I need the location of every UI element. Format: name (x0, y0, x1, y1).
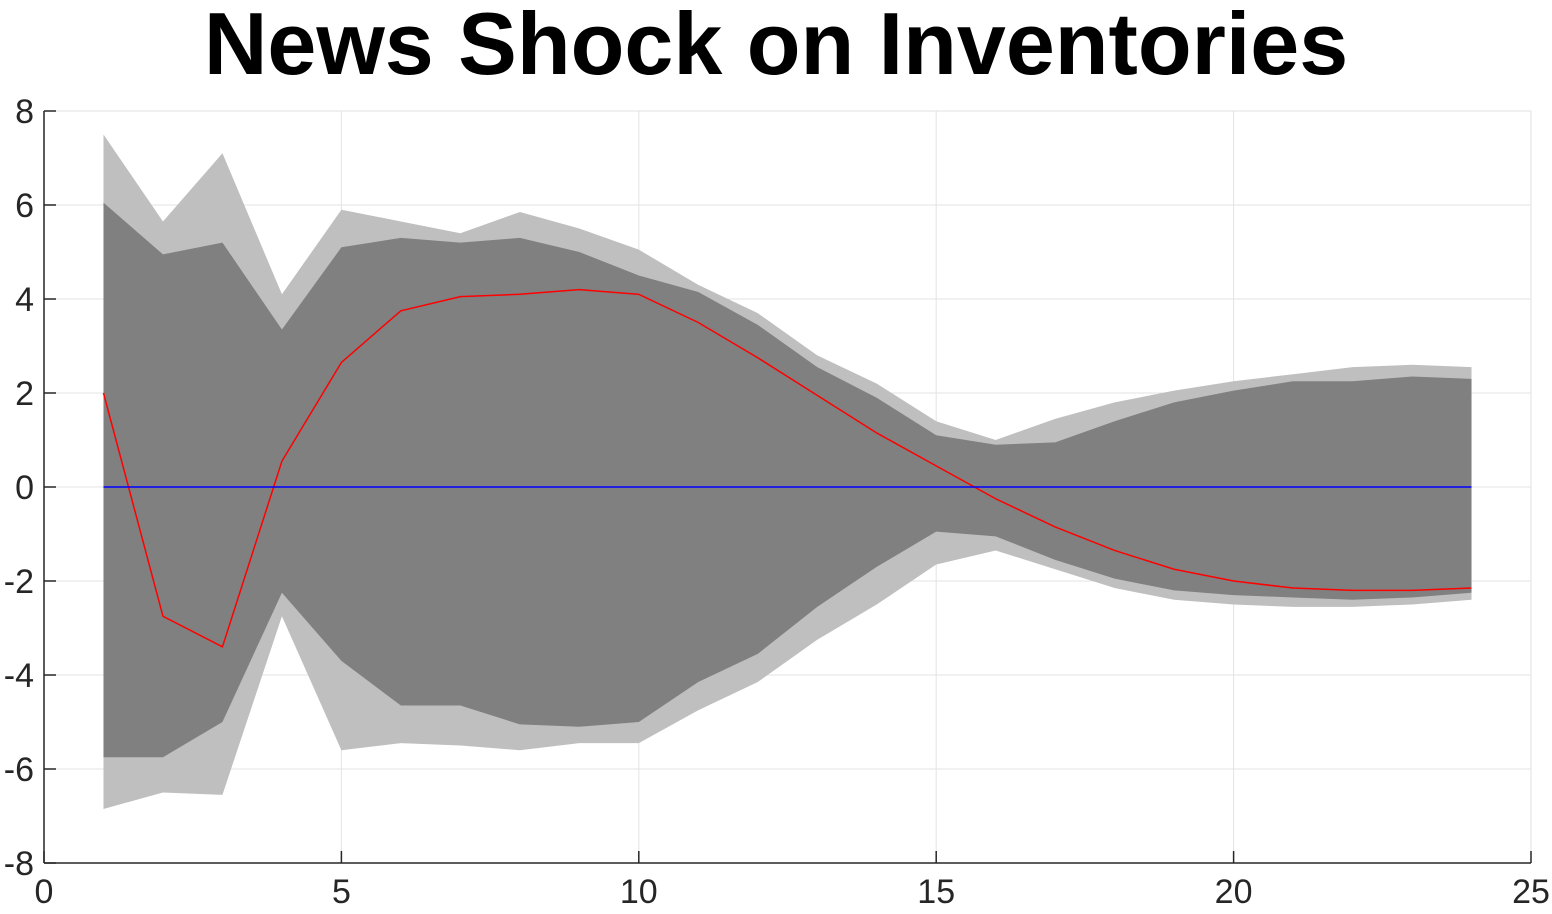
y-tick-label: -8 (4, 845, 34, 883)
series-line-1 (102, 288, 1472, 648)
chart-title: News Shock on Inventories (203, 0, 1349, 93)
x-tick-label: 25 (1512, 873, 1550, 911)
y-tick-label: -6 (4, 751, 34, 789)
axes (43, 110, 1532, 864)
x-tick-label: 15 (917, 873, 955, 911)
confidence-bands (103, 134, 1472, 809)
x-tick-label: 5 (332, 873, 351, 911)
y-tick-label: -4 (4, 657, 34, 695)
y-tick-label: 8 (15, 93, 34, 131)
series-lines (102, 288, 1472, 648)
x-tick-label: 0 (35, 873, 54, 911)
y-tick-label: 4 (15, 281, 34, 319)
y-tick-label: 2 (15, 375, 34, 413)
x-tick-label: 20 (1215, 873, 1253, 911)
confidence-band-2 (103, 202, 1472, 758)
y-tick-label: 6 (15, 187, 34, 225)
y-tick-label: 0 (15, 469, 34, 507)
y-tick-label: -2 (4, 563, 34, 601)
x-tick-label: 10 (620, 873, 658, 911)
